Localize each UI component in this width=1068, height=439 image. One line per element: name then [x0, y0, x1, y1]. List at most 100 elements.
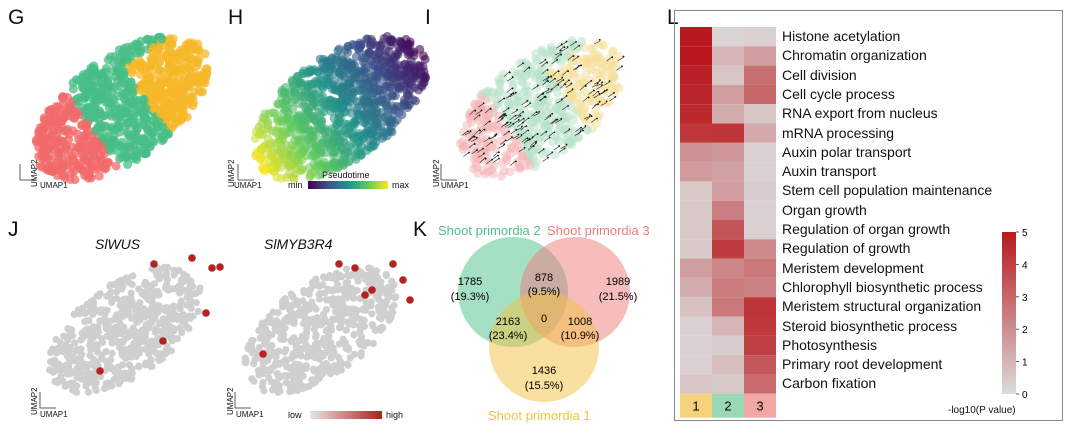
- velocity-cell: [479, 88, 489, 98]
- expression-cell: [274, 388, 282, 396]
- h-x-axis-label: UMAP1: [234, 181, 262, 190]
- velocity-arrow: [475, 110, 482, 115]
- expression-cell: [383, 290, 391, 298]
- velocity-cell: [592, 52, 602, 62]
- expression-cell: [272, 378, 280, 387]
- pseudotime-point: [264, 108, 274, 118]
- pseudotime-point: [339, 159, 349, 169]
- go-term-label: Primary root development: [782, 356, 943, 373]
- cell-point: [158, 68, 168, 78]
- pseudotime-point: [284, 169, 294, 179]
- cell-point: [66, 105, 76, 115]
- go-term-label: Regulation of growth: [782, 240, 911, 257]
- heatmap-cell: [744, 181, 776, 201]
- expressing-cell: [389, 260, 397, 268]
- expression-cell: [349, 294, 358, 302]
- velocity-arrow-head: [598, 39, 601, 41]
- velocity-arrow: [529, 143, 536, 148]
- expression-cell: [342, 282, 350, 290]
- velocity-arrow-head: [568, 79, 570, 82]
- heatmap-cell: [712, 277, 744, 298]
- expression-cell: [342, 309, 350, 317]
- velocity-arrow-head: [516, 108, 519, 111]
- velocity-arrow-head: [515, 128, 518, 131]
- velocity-cell: [512, 88, 522, 98]
- expression-cell: [293, 367, 301, 375]
- heatmap-cell: [680, 142, 712, 163]
- venn-bc-pct: (10.9%): [561, 330, 600, 342]
- velocity-arrow: [518, 148, 525, 152]
- expression-cell: [61, 382, 69, 390]
- expression-cell: [356, 323, 365, 331]
- velocity-arrow-head: [529, 102, 532, 105]
- cell-point: [148, 81, 158, 91]
- cell-point: [86, 140, 96, 150]
- expression-cell: [83, 325, 91, 333]
- expression-cell: [110, 367, 119, 375]
- expression-cell: [135, 331, 144, 339]
- expression-cell: [96, 317, 104, 325]
- expression-cell: [372, 267, 381, 275]
- velocity-arrow: [553, 146, 560, 151]
- heatmap-cell: [712, 374, 744, 394]
- heatmap-cell: [744, 65, 776, 85]
- pseudotime-point: [409, 50, 419, 60]
- velocity-arrow-head: [546, 61, 549, 64]
- velocity-arrow: [501, 122, 508, 127]
- expression-cell: [350, 330, 358, 339]
- cell-point: [90, 102, 100, 112]
- velocity-arrow: [596, 82, 603, 87]
- velocity-arrow: [503, 131, 510, 136]
- velocity-arrow: [542, 157, 549, 162]
- pseudotime-point: [335, 117, 345, 127]
- cell-point: [161, 94, 171, 104]
- pseudotime-point: [263, 120, 273, 130]
- cell-point: [72, 94, 82, 104]
- velocity-arrow: [593, 94, 600, 99]
- pseudotime-point: [319, 100, 329, 110]
- velocity-arrow: [532, 85, 539, 90]
- velocity-cell: [466, 107, 476, 117]
- heatmap-cell: [712, 104, 744, 124]
- expression-cell: [57, 372, 65, 381]
- velocity-arrow-head: [534, 142, 537, 144]
- heatmap-cell: [712, 142, 744, 163]
- velocity-arrow: [592, 83, 599, 88]
- velocity-arrow: [563, 80, 570, 85]
- velocity-arrow-head: [559, 49, 562, 52]
- velocity-arrow: [544, 116, 551, 121]
- expression-cell: [64, 333, 72, 341]
- velocity-cell: [538, 47, 548, 57]
- cell-point: [139, 95, 149, 105]
- expression-cell: [106, 281, 114, 289]
- expression-cell: [269, 308, 277, 316]
- pseudotime-point: [278, 127, 288, 137]
- heatmap-cell: [680, 277, 712, 298]
- velocity-arrow-head: [598, 92, 601, 95]
- velocity-arrow-head: [523, 146, 526, 149]
- expression-cell: [170, 310, 178, 318]
- velocity-arrow-head: [504, 139, 507, 142]
- expression-cell: [300, 289, 308, 297]
- velocity-arrow: [552, 69, 559, 76]
- velocity-arrow-head: [522, 62, 525, 65]
- velocity-arrow: [483, 138, 490, 143]
- velocity-arrow: [570, 41, 577, 47]
- pseudotime-point: [282, 102, 292, 112]
- expression-cell: [117, 276, 126, 284]
- venn-label-sp2: Shoot primordia 2: [438, 223, 541, 238]
- expression-cell: [289, 373, 297, 382]
- expression-cell: [148, 345, 156, 353]
- heatmap-cell: [744, 316, 776, 336]
- expression-cell: [301, 343, 309, 351]
- pseudotime-point: [414, 85, 424, 95]
- heatmap-cell: [680, 239, 712, 259]
- cell-point: [173, 61, 183, 71]
- velocity-arrow-head: [563, 147, 566, 150]
- velocity-arrow-head: [599, 79, 601, 82]
- velocity-arrow-head: [577, 55, 580, 58]
- heatmap-cell: [712, 162, 744, 182]
- pseudotime-point: [335, 136, 345, 146]
- velocity-cell: [520, 161, 530, 171]
- expression-cell: [120, 352, 128, 360]
